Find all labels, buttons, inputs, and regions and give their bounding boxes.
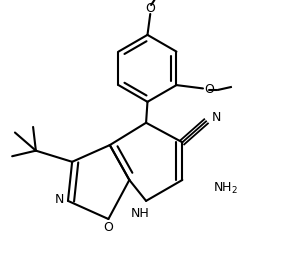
Text: O: O	[103, 222, 113, 234]
Text: N: N	[54, 193, 64, 206]
Text: NH: NH	[131, 207, 150, 220]
Text: N: N	[212, 111, 221, 124]
Text: NH$_2$: NH$_2$	[213, 181, 238, 196]
Text: O: O	[204, 83, 214, 96]
Text: O: O	[145, 3, 155, 15]
